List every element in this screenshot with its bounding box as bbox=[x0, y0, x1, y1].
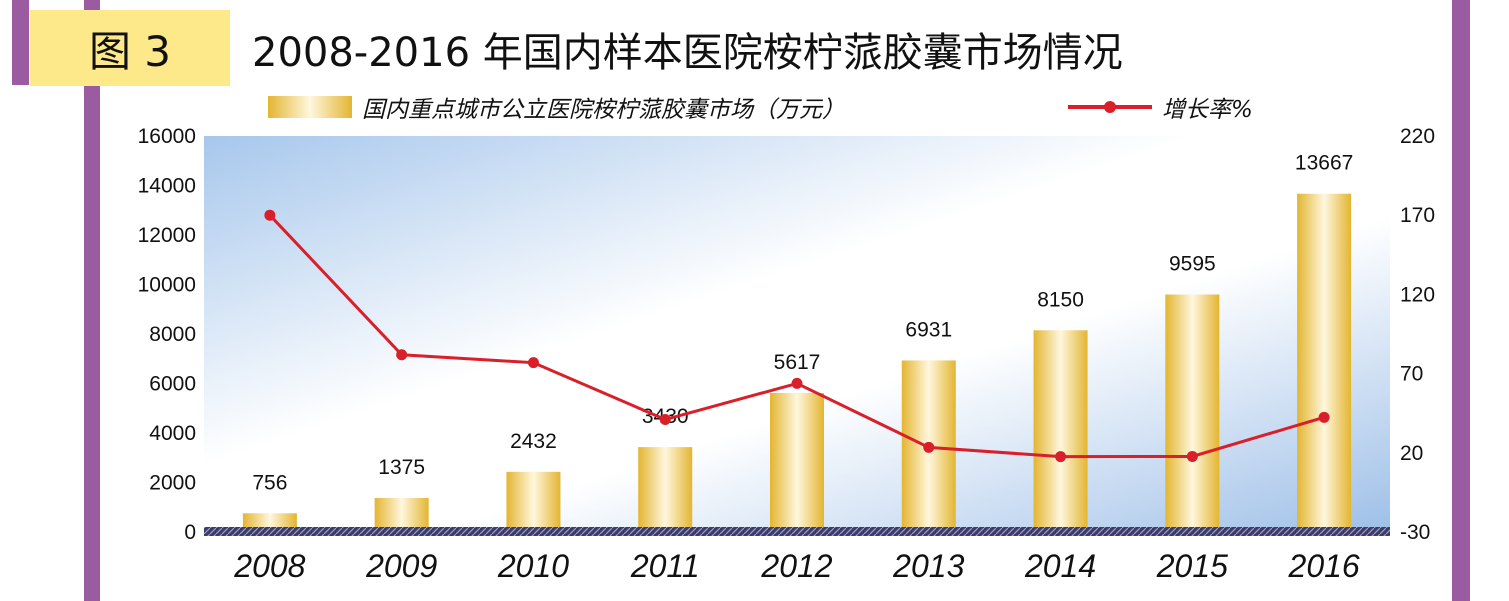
growth-rate-point bbox=[791, 377, 803, 389]
x-axis-tick-label: 2016 bbox=[1288, 548, 1360, 584]
left-axis-tick-label: 4000 bbox=[149, 422, 196, 445]
left-axis-tick-label: 16000 bbox=[138, 125, 196, 148]
right-axis-tick-label: 220 bbox=[1400, 125, 1435, 148]
bar-value-label: 2432 bbox=[510, 430, 557, 453]
bar-value-label: 756 bbox=[252, 471, 287, 494]
bar bbox=[1033, 330, 1088, 532]
growth-rate-point bbox=[264, 209, 276, 221]
bar-value-label: 8150 bbox=[1037, 288, 1084, 311]
right-axis-tick-label: 170 bbox=[1400, 204, 1435, 227]
growth-rate-point bbox=[1186, 450, 1198, 462]
legend-line-label: 增长率% bbox=[1162, 97, 1253, 123]
frame-left-border bbox=[84, 0, 100, 601]
left-accent-bar bbox=[12, 0, 29, 85]
bar bbox=[1165, 294, 1220, 532]
x-axis-tick-label: 2013 bbox=[892, 548, 964, 584]
legend-bar-label: 国内重点城市公立医院桉柠蒎胶囊市场（万元） bbox=[362, 97, 845, 123]
bar-value-label: 1375 bbox=[378, 456, 425, 479]
legend-line-marker bbox=[1104, 101, 1116, 113]
x-axis-base bbox=[204, 527, 1390, 536]
x-axis-tick-label: 2009 bbox=[365, 548, 437, 584]
left-axis-tick-label: 12000 bbox=[138, 224, 196, 247]
legend-bar-swatch bbox=[268, 96, 352, 118]
bar bbox=[506, 471, 561, 532]
x-axis-tick-label: 2008 bbox=[233, 548, 305, 584]
left-axis-tick-label: 8000 bbox=[149, 323, 196, 346]
x-axis-tick-label: 2011 bbox=[630, 548, 700, 584]
bar bbox=[1297, 193, 1352, 532]
growth-rate-point bbox=[659, 414, 671, 426]
bar bbox=[638, 447, 693, 532]
right-axis-tick-label: 120 bbox=[1400, 283, 1435, 306]
x-axis-tick-label: 2012 bbox=[760, 548, 832, 584]
growth-rate-point bbox=[1055, 451, 1067, 463]
bar bbox=[374, 497, 429, 532]
x-axis-tick-label: 2015 bbox=[1156, 548, 1228, 584]
bar-value-label: 5617 bbox=[774, 351, 821, 374]
right-axis-tick-label: 20 bbox=[1400, 442, 1423, 465]
left-axis-tick-label: 2000 bbox=[149, 472, 196, 495]
left-axis-tick-label: 14000 bbox=[138, 175, 196, 198]
left-axis-tick-label: 0 bbox=[184, 521, 196, 544]
x-axis-tick-label: 2010 bbox=[497, 548, 569, 584]
frame-right-border bbox=[1452, 0, 1470, 601]
growth-rate-point bbox=[1318, 411, 1330, 423]
growth-rate-point bbox=[923, 441, 935, 453]
figure-label: 图 3 bbox=[30, 10, 230, 86]
right-axis-tick-label: 70 bbox=[1400, 363, 1423, 386]
chart-title: 2008-2016 年国内样本医院桉柠蒎胶囊市场情况 bbox=[252, 30, 1123, 76]
right-axis-tick-label: -30 bbox=[1400, 521, 1430, 544]
bar-value-label: 13667 bbox=[1295, 152, 1353, 175]
x-axis-tick-label: 2014 bbox=[1024, 548, 1096, 584]
bar bbox=[770, 392, 824, 532]
bar-value-label: 6931 bbox=[905, 318, 952, 341]
legend: 国内重点城市公立医院桉柠蒎胶囊市场（万元） 增长率% bbox=[268, 96, 1253, 123]
growth-rate-point bbox=[396, 349, 408, 361]
bar-value-label: 9595 bbox=[1169, 253, 1216, 276]
left-axis-tick-label: 6000 bbox=[149, 373, 196, 396]
growth-rate-point bbox=[527, 357, 539, 369]
left-axis-tick-label: 10000 bbox=[138, 274, 196, 297]
